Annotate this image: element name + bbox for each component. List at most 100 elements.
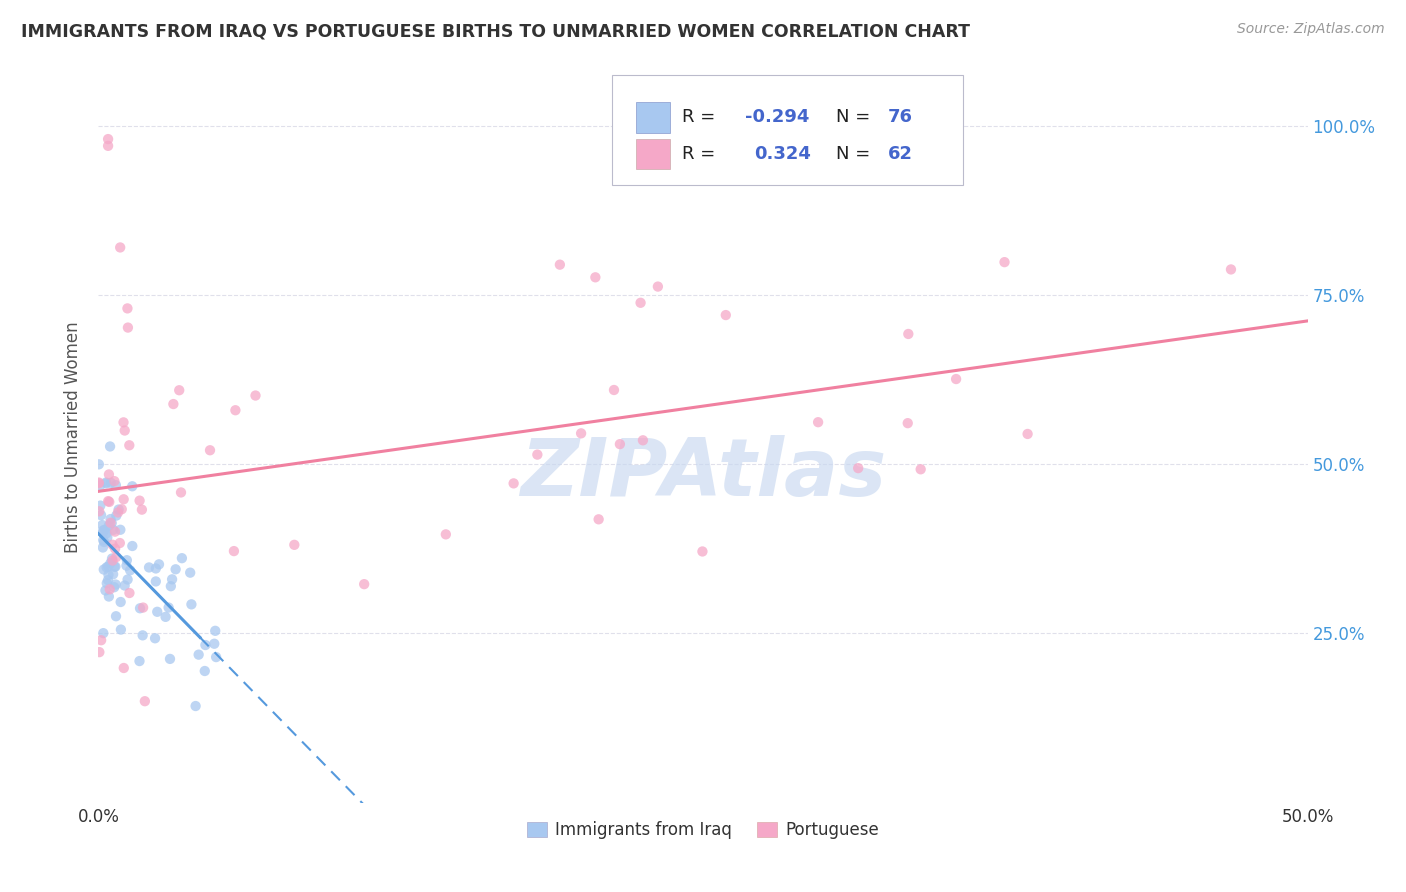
Point — [97, 139, 120, 153]
Point — [714, 308, 737, 322]
Point — [897, 416, 920, 430]
Point — [647, 279, 669, 293]
Point — [97, 467, 120, 482]
Point — [588, 512, 610, 526]
Point — [1220, 262, 1243, 277]
Point — [118, 586, 141, 600]
Text: 62: 62 — [889, 145, 912, 163]
Point — [110, 523, 132, 537]
Point — [96, 576, 118, 591]
Point — [111, 502, 134, 516]
Point — [112, 415, 135, 429]
Text: -0.294: -0.294 — [745, 109, 810, 127]
Point — [184, 699, 207, 714]
Point — [245, 388, 267, 402]
Point — [114, 578, 136, 592]
FancyBboxPatch shape — [613, 75, 963, 185]
Text: Source: ZipAtlas.com: Source: ZipAtlas.com — [1237, 22, 1385, 37]
Legend: Immigrants from Iraq, Portuguese: Immigrants from Iraq, Portuguese — [520, 814, 886, 846]
Point — [128, 493, 150, 508]
Point — [170, 485, 193, 500]
Point — [630, 295, 652, 310]
Point — [631, 434, 654, 448]
Point — [89, 478, 111, 492]
Point — [603, 383, 626, 397]
Point — [145, 574, 167, 589]
Point — [108, 536, 131, 550]
Point — [94, 583, 117, 598]
Point — [94, 475, 117, 490]
Text: 76: 76 — [889, 109, 912, 127]
Point — [609, 437, 631, 451]
Point — [157, 600, 180, 615]
Point — [283, 538, 305, 552]
Point — [117, 320, 139, 334]
Point — [110, 595, 132, 609]
Point — [167, 383, 190, 397]
Point — [100, 556, 122, 570]
Point — [194, 638, 217, 652]
Point — [204, 624, 226, 638]
Point — [121, 539, 143, 553]
Point — [89, 499, 111, 513]
Point — [110, 623, 132, 637]
Point — [1017, 426, 1039, 441]
Text: R =: R = — [682, 109, 721, 127]
Point — [97, 567, 120, 582]
Point — [101, 567, 124, 582]
Point — [91, 518, 114, 533]
Point — [89, 504, 111, 518]
Point — [97, 590, 120, 604]
Text: N =: N = — [837, 109, 876, 127]
Point — [90, 633, 112, 648]
Text: R =: R = — [682, 145, 721, 163]
Point — [134, 694, 156, 708]
Point — [101, 553, 124, 567]
Point — [224, 403, 246, 417]
Point — [434, 527, 457, 541]
Point — [91, 541, 114, 555]
Point — [93, 523, 115, 537]
Point — [143, 632, 166, 646]
Point — [87, 458, 110, 472]
Point — [121, 479, 143, 493]
Point — [148, 558, 170, 572]
Point — [98, 440, 121, 454]
Point — [222, 544, 245, 558]
Point — [101, 538, 124, 552]
Y-axis label: Births to Unmarried Women: Births to Unmarried Women — [65, 321, 83, 553]
Point — [526, 448, 548, 462]
Point — [101, 523, 124, 537]
Text: ZIPAtlas: ZIPAtlas — [520, 434, 886, 513]
Point — [105, 508, 128, 523]
Point — [105, 550, 128, 565]
Point — [96, 531, 118, 545]
Point — [353, 577, 375, 591]
Point — [502, 476, 524, 491]
Point — [165, 562, 187, 576]
Point — [104, 524, 127, 539]
Point — [89, 645, 111, 659]
Point — [104, 577, 127, 591]
Point — [107, 502, 129, 516]
Point — [910, 462, 932, 476]
Point — [90, 508, 112, 523]
Point — [114, 424, 136, 438]
Point — [198, 443, 221, 458]
Point — [146, 605, 169, 619]
Point — [87, 475, 110, 490]
Point — [897, 326, 920, 341]
Point — [160, 572, 183, 586]
Point — [105, 609, 128, 624]
Point — [846, 461, 869, 475]
Point — [117, 573, 139, 587]
Point — [155, 610, 177, 624]
Point — [120, 563, 142, 577]
Point — [87, 476, 110, 491]
Point — [569, 426, 592, 441]
Point — [692, 544, 714, 558]
Point — [112, 492, 135, 507]
Point — [103, 559, 125, 574]
Point — [93, 535, 115, 549]
Point — [107, 505, 129, 519]
